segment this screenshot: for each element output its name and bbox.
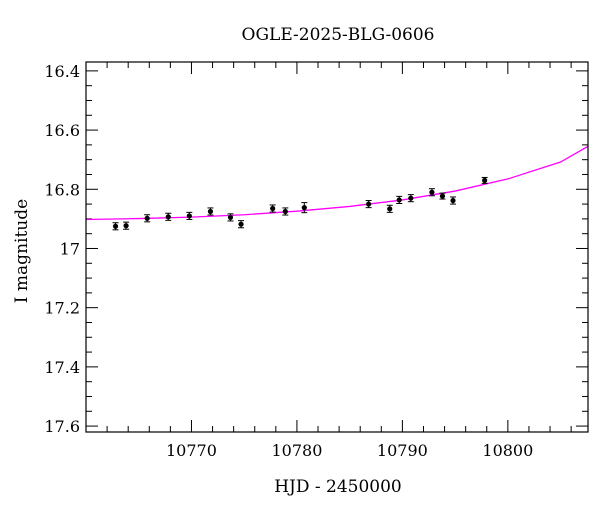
point-marker (144, 215, 150, 221)
data-point (301, 202, 308, 214)
y-tick-label: 17.6 (44, 417, 80, 436)
point-marker (123, 223, 129, 229)
point-marker (429, 189, 435, 195)
data-point (282, 207, 289, 216)
x-tick-label: 10790 (377, 441, 428, 460)
data-point (396, 195, 403, 204)
point-marker (450, 197, 456, 204)
data-point (123, 221, 130, 230)
y-tick-label: 17.4 (44, 358, 80, 377)
data-point (428, 188, 435, 197)
y-tick-label: 16.4 (44, 62, 80, 81)
data-point (238, 220, 245, 229)
point-marker (408, 195, 414, 201)
data-point (386, 204, 393, 213)
chart-title: OGLE-2025-BLG-0606 (242, 25, 435, 45)
data-point (407, 194, 414, 203)
data-point (112, 222, 119, 231)
y-tick-label: 16.8 (44, 180, 80, 199)
point-marker (112, 223, 119, 229)
point-marker (227, 214, 234, 220)
model-curve (86, 145, 588, 221)
data-point (165, 212, 172, 221)
data-point (365, 200, 372, 209)
model-curve-group (86, 145, 588, 221)
point-marker (301, 205, 307, 211)
x-axis-label: HJD - 2450000 (274, 477, 402, 497)
data-point (227, 213, 234, 222)
point-marker (207, 208, 214, 215)
data-point (144, 214, 151, 223)
point-marker (366, 201, 372, 207)
point-marker (396, 197, 402, 203)
y-tick-label: 17 (60, 239, 80, 258)
point-marker (282, 208, 288, 215)
data-point (269, 204, 276, 213)
y-tick-label: 16.6 (44, 121, 80, 140)
data-point (450, 196, 457, 205)
point-marker (439, 193, 446, 199)
point-marker (270, 205, 276, 212)
plot-frame (85, 61, 589, 433)
point-marker (165, 214, 171, 220)
data-point (186, 211, 193, 220)
axis-ticks (85, 62, 588, 432)
point-marker (186, 213, 192, 219)
data-point (207, 207, 214, 216)
x-tick-label: 10780 (271, 441, 322, 460)
y-axis-label: I magnitude (12, 199, 32, 303)
point-marker (387, 206, 393, 212)
axis-tick-labels: 10770 10780 10790 10800 16.4 16.6 16.8 17 17.2 17… (44, 62, 533, 460)
x-tick-label: 10800 (482, 441, 533, 460)
data-point (481, 176, 488, 184)
x-tick-label: 10770 (166, 441, 217, 460)
point-marker (238, 221, 244, 227)
data-points-group (112, 176, 488, 231)
data-point (439, 192, 446, 200)
y-tick-label: 17.2 (44, 299, 80, 318)
point-marker (482, 177, 488, 183)
